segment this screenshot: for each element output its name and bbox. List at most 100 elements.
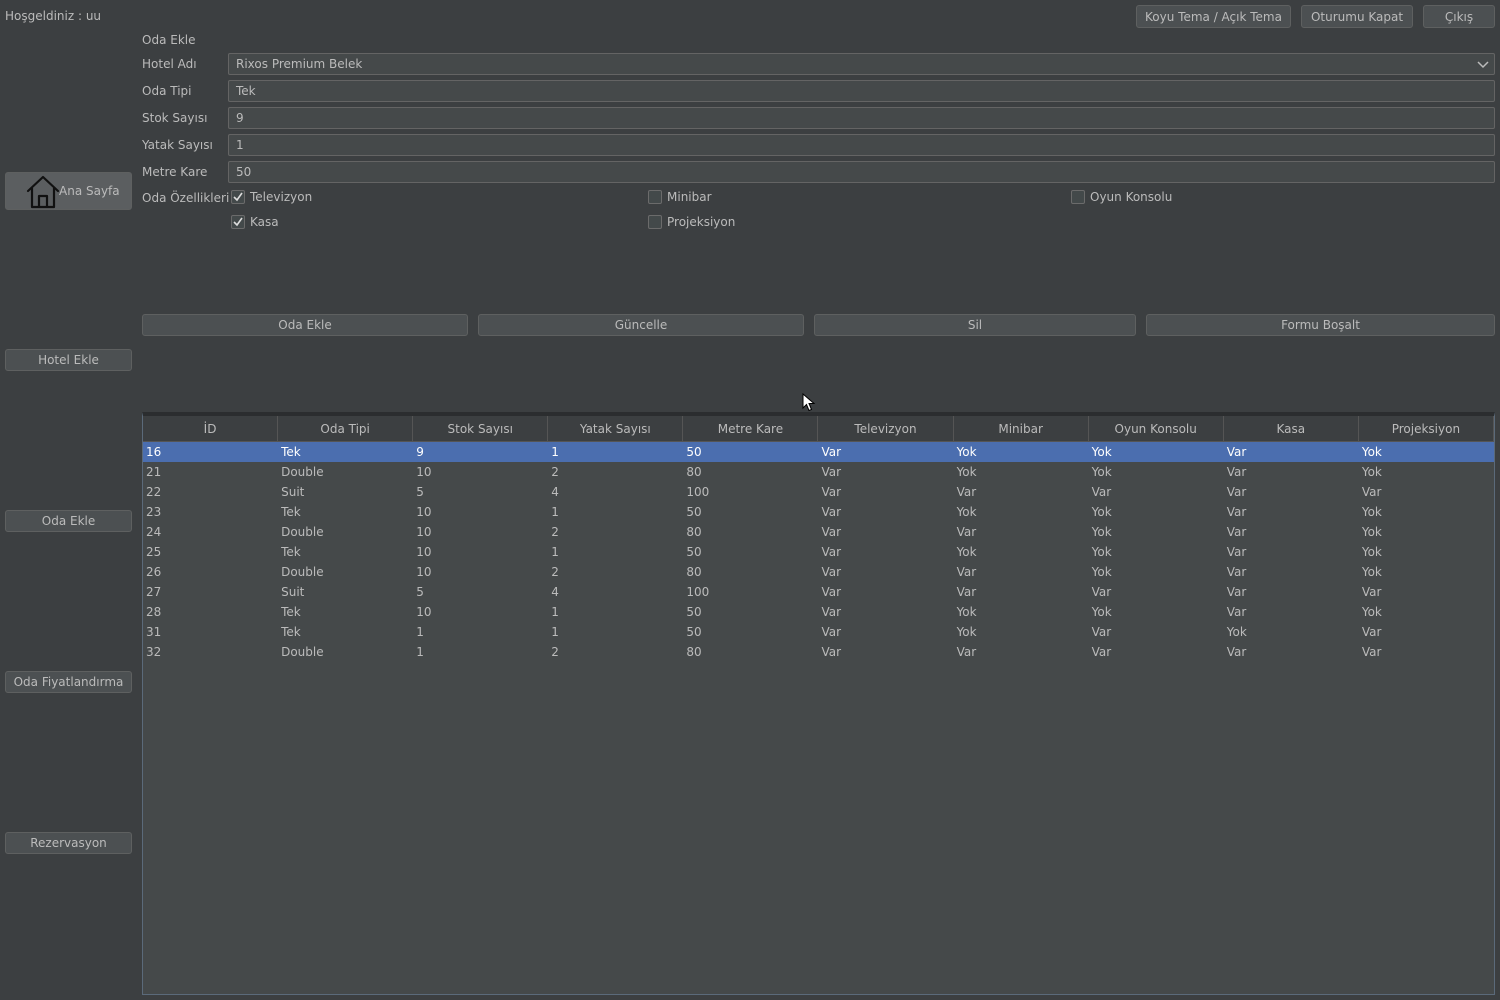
table-cell: Yok — [1091, 605, 1112, 619]
column-header[interactable]: Oda Tipi — [278, 416, 414, 442]
table-row[interactable]: 32 Double 1 2 80 Var Var Var Var Var — [143, 642, 1494, 662]
hotel-add-nav-button[interactable]: Hotel Ekle — [5, 349, 132, 371]
update-button[interactable]: Güncelle — [478, 314, 804, 336]
table-cell: Yok — [1226, 625, 1247, 639]
table-cell: 27 — [146, 585, 162, 599]
table-row[interactable]: 25 Tek 10 1 50 Var Yok Yok Var Yok — [143, 542, 1494, 562]
column-header[interactable]: Televizyon — [818, 416, 954, 442]
table-cell: Var — [956, 585, 977, 599]
table-cell: 100 — [686, 485, 710, 499]
table-cell: Tek — [281, 545, 301, 559]
add-room-button[interactable]: Oda Ekle — [142, 314, 468, 336]
clear-form-button[interactable]: Formu Boşalt — [1146, 314, 1495, 336]
logout-button[interactable]: Oturumu Kapat — [1301, 5, 1413, 28]
table-cell: 22 — [146, 485, 162, 499]
table-cell: Yok — [1091, 445, 1112, 459]
room-pricing-nav-button[interactable]: Oda Fiyatlandırma — [5, 671, 132, 693]
table-cell: Tek — [281, 505, 301, 519]
safe-checkbox-label: Kasa — [250, 215, 279, 229]
hotel-select-value: Rixos Premium Belek — [236, 57, 363, 71]
table-cell: 10 — [416, 565, 432, 579]
table-cell: Var — [1226, 525, 1247, 539]
table-cell: 80 — [686, 565, 702, 579]
table-cell: Var — [1226, 565, 1247, 579]
table-cell: Var — [1226, 545, 1247, 559]
reservation-nav-button[interactable]: Rezervasyon — [5, 832, 132, 854]
table-cell: Yok — [1361, 465, 1382, 479]
table-cell: Yok — [1361, 565, 1382, 579]
theme-toggle-button[interactable]: Koyu Tema / Açık Tema — [1136, 5, 1291, 28]
table-row[interactable]: 31 Tek 1 1 50 Var Yok Var Yok Var — [143, 622, 1494, 642]
table-cell: 5 — [416, 585, 424, 599]
table-cell: 50 — [686, 625, 702, 639]
area-label: Metre Kare — [142, 165, 208, 179]
welcome-label: Hoşgeldiniz : uu — [5, 9, 102, 23]
column-header[interactable]: Oyun Konsolu — [1089, 416, 1224, 442]
column-header[interactable]: İD — [143, 416, 279, 442]
table-cell: Yok — [1361, 545, 1382, 559]
home-button[interactable]: Ana Sayfa — [5, 172, 132, 210]
table-cell: 16 — [146, 445, 162, 459]
console-checkbox[interactable]: Oyun Konsolu — [1071, 190, 1172, 204]
table-row[interactable]: 16 Tek 9 1 50 Var Yok Yok Var Yok — [143, 442, 1494, 462]
table-cell: Var — [821, 565, 842, 579]
table-cell: 10 — [416, 525, 432, 539]
bed-input[interactable]: 1 — [228, 134, 1495, 156]
hotel-select[interactable]: Rixos Premium Belek — [228, 53, 1495, 75]
table-cell: Yok — [1361, 505, 1382, 519]
rooms-table[interactable]: İD Oda Tipi Stok Sayısı Yatak Sayısı Metre K… — [142, 412, 1495, 995]
table-cell: 50 — [686, 545, 702, 559]
table-row[interactable]: 28 Tek 10 1 50 Var Yok Yok Var Yok — [143, 602, 1494, 622]
tv-checkbox[interactable]: Televizyon — [231, 190, 312, 204]
exit-button[interactable]: Çıkış — [1423, 5, 1495, 28]
area-input[interactable]: 50 — [228, 161, 1495, 183]
table-cell: Yok — [1091, 545, 1112, 559]
table-row[interactable]: 23 Tek 10 1 50 Var Yok Yok Var Yok — [143, 502, 1494, 522]
table-cell: Yok — [956, 545, 977, 559]
table-cell: 10 — [416, 465, 432, 479]
table-cell: 100 — [686, 585, 710, 599]
table-cell: 32 — [146, 645, 162, 659]
projection-checkbox[interactable]: Projeksiyon — [648, 215, 735, 229]
table-cell: 10 — [416, 505, 432, 519]
table-cell: 10 — [416, 605, 432, 619]
column-header[interactable]: Projeksiyon — [1359, 416, 1494, 442]
column-header[interactable]: Metre Kare — [683, 416, 819, 442]
table-body[interactable]: 16 Tek 9 1 50 Var Yok Yok Var Yok 21 Double 10 2 80 Var… — [143, 442, 1494, 662]
table-cell: Var — [1226, 605, 1247, 619]
column-header[interactable]: Minibar — [954, 416, 1089, 442]
table-cell: 25 — [146, 545, 162, 559]
table-cell: Var — [821, 625, 842, 639]
table-cell: Var — [821, 545, 842, 559]
stock-input[interactable]: 9 — [228, 107, 1495, 129]
table-cell: Var — [821, 445, 842, 459]
minibar-checkbox[interactable]: Minibar — [648, 190, 712, 204]
table-row[interactable]: 26 Double 10 2 80 Var Var Yok Var Yok — [143, 562, 1494, 582]
table-cell: 21 — [146, 465, 162, 479]
table-cell: Double — [281, 565, 324, 579]
table-row[interactable]: 21 Double 10 2 80 Var Yok Yok Var Yok — [143, 462, 1494, 482]
column-header[interactable]: Yatak Sayısı — [548, 416, 684, 442]
table-cell: 2 — [551, 565, 559, 579]
column-header[interactable]: Kasa — [1224, 416, 1359, 442]
delete-button[interactable]: Sil — [814, 314, 1136, 336]
room-add-nav-button[interactable]: Oda Ekle — [5, 510, 132, 532]
table-cell: 31 — [146, 625, 162, 639]
table-cell: Tek — [281, 605, 301, 619]
table-cell: Yok — [1091, 465, 1112, 479]
table-row[interactable]: 24 Double 10 2 80 Var Var Yok Var Yok — [143, 522, 1494, 542]
table-cell: Var — [956, 565, 977, 579]
safe-checkbox[interactable]: Kasa — [231, 215, 279, 229]
table-row[interactable]: 22 Suit 5 4 100 Var Var Var Var Var — [143, 482, 1494, 502]
table-cell: 26 — [146, 565, 162, 579]
room-type-label: Oda Tipi — [142, 84, 192, 98]
table-cell: Yok — [956, 625, 977, 639]
column-header[interactable]: Stok Sayısı — [413, 416, 549, 442]
checkbox-empty-icon — [648, 190, 662, 204]
table-cell: Yok — [1361, 445, 1382, 459]
room-type-input[interactable]: Tek — [228, 80, 1495, 102]
minibar-checkbox-label: Minibar — [667, 190, 712, 204]
table-row[interactable]: 27 Suit 5 4 100 Var Var Var Var Var — [143, 582, 1494, 602]
table-cell: 28 — [146, 605, 162, 619]
table-cell: 1 — [551, 505, 559, 519]
